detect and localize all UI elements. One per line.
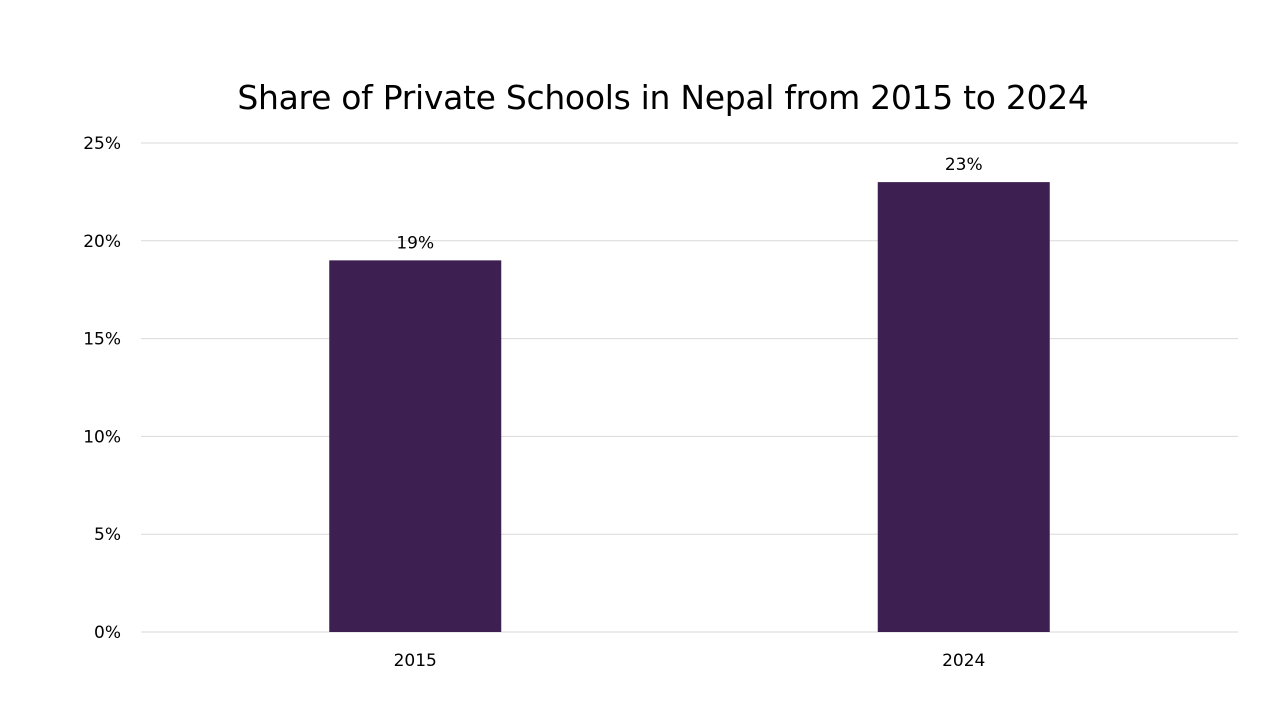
gridlines — [141, 142, 1238, 633]
y-tick-label: 5% — [94, 525, 121, 545]
x-tick-label-2024: 2024 — [942, 651, 985, 671]
data-labels: 19% 23% — [396, 155, 982, 253]
chart-title: Share of Private Schools in Nepal from 2… — [237, 78, 1089, 117]
data-label-2024: 23% — [945, 155, 983, 175]
y-tick-label: 15% — [83, 330, 121, 350]
x-axis-tick-labels: 2015 2024 — [394, 651, 986, 671]
y-tick-label: 10% — [83, 427, 121, 447]
y-tick-label: 20% — [83, 232, 121, 252]
bar-2024 — [877, 182, 1050, 632]
data-label-2015: 19% — [396, 233, 434, 253]
x-tick-label-2015: 2015 — [394, 651, 437, 671]
y-tick-label: 0% — [94, 623, 121, 643]
y-axis-tick-labels: 0% 5% 10% 15% 20% 25% — [83, 134, 121, 643]
bar-2015 — [329, 260, 502, 632]
y-tick-label: 25% — [83, 134, 121, 154]
bars — [329, 182, 1050, 632]
